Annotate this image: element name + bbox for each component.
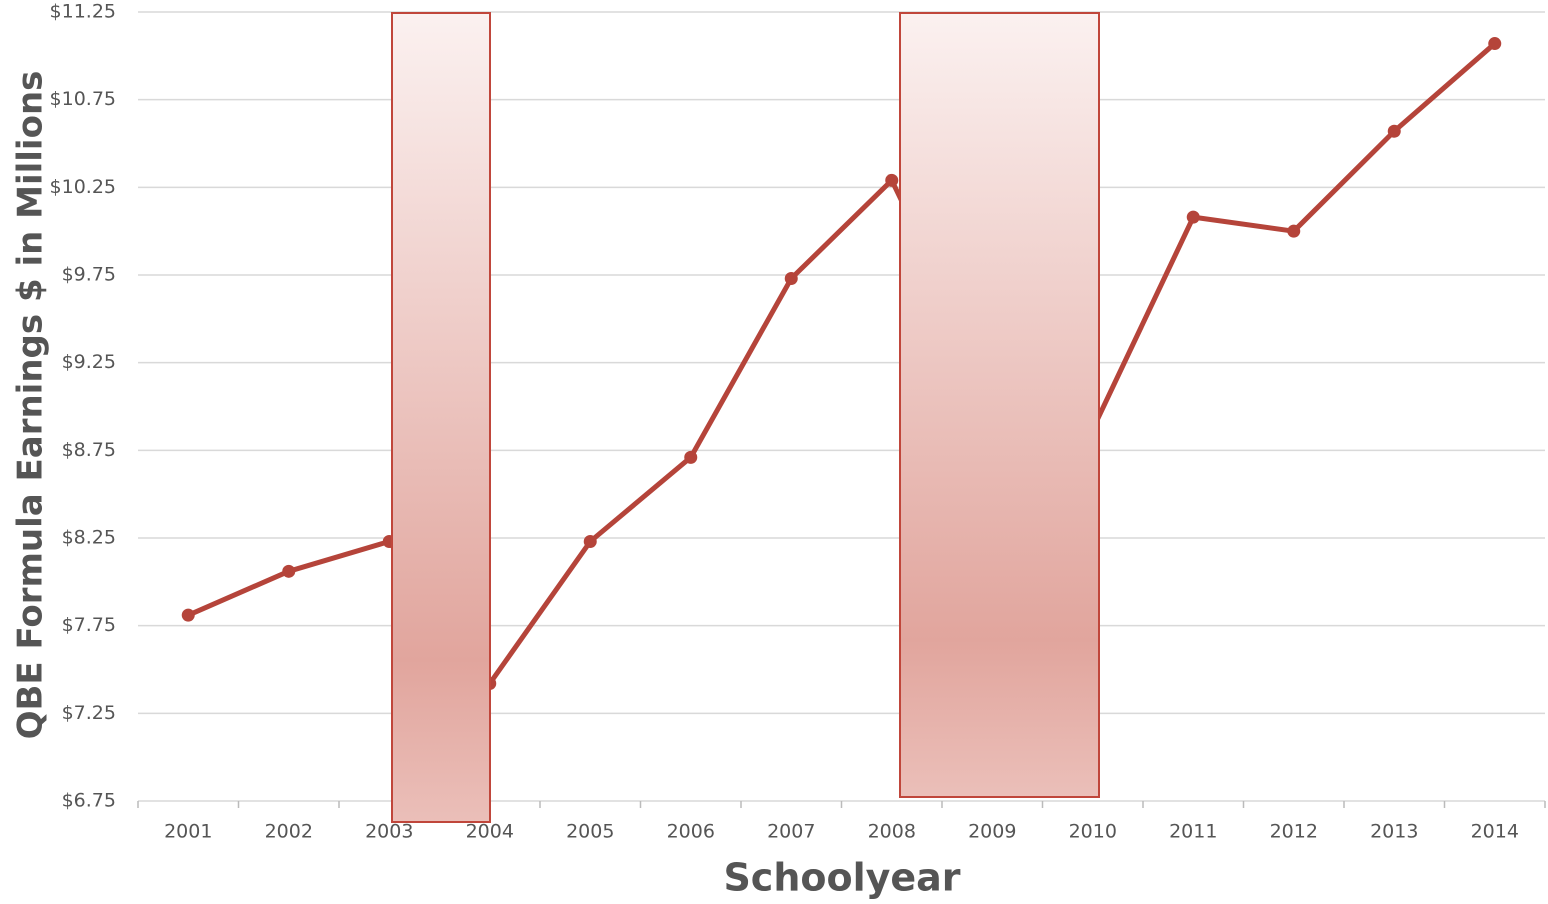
y-tick-label: $8.75 <box>62 439 116 461</box>
y-tick-label: $11.25 <box>50 1 116 23</box>
series-line <box>187 41 1497 687</box>
data-point <box>784 272 798 286</box>
x-tick-label: 2003 <box>365 821 413 843</box>
y-tick-label: $9.75 <box>62 264 116 286</box>
x-tick-label: 2006 <box>667 821 715 843</box>
highlight-box <box>899 12 1100 798</box>
data-point <box>181 608 195 622</box>
data-point <box>1287 224 1301 238</box>
highlight-box <box>391 12 491 823</box>
data-point <box>885 173 899 187</box>
y-tick-label: $10.75 <box>50 88 116 110</box>
x-tick-label: 2004 <box>466 821 514 843</box>
data-point <box>684 450 698 464</box>
x-tick-label: 2012 <box>1270 821 1318 843</box>
y-tick-label: $8.25 <box>62 527 116 549</box>
x-tick-label: 2007 <box>767 821 815 843</box>
y-tick-label: $9.25 <box>62 351 116 373</box>
x-tick-label: 2014 <box>1471 821 1519 843</box>
x-tick-label: 2013 <box>1370 821 1418 843</box>
y-tick-label: $7.25 <box>62 702 116 724</box>
y-tick-label: $6.75 <box>62 790 116 812</box>
plot <box>181 37 1502 691</box>
x-tick-label: 2010 <box>1069 821 1117 843</box>
data-point <box>282 564 296 578</box>
x-tick-label: 2001 <box>164 821 212 843</box>
grid <box>137 11 1546 808</box>
data-point <box>1186 210 1200 224</box>
x-tick-label: 2008 <box>868 821 916 843</box>
x-tick-label: 2011 <box>1169 821 1217 843</box>
x-tick-label: 2005 <box>566 821 614 843</box>
y-axis-title: QBE Formula Earnings $ in Millions <box>11 71 51 740</box>
x-axis-title: Schoolyear <box>723 856 960 900</box>
x-tick-label: 2009 <box>968 821 1016 843</box>
data-point <box>1488 37 1502 51</box>
data-point <box>1387 124 1401 138</box>
y-tick-label: $7.75 <box>62 614 116 636</box>
x-tick-label: 2002 <box>265 821 313 843</box>
y-tick-label: $10.25 <box>50 176 116 198</box>
data-point <box>583 535 597 549</box>
